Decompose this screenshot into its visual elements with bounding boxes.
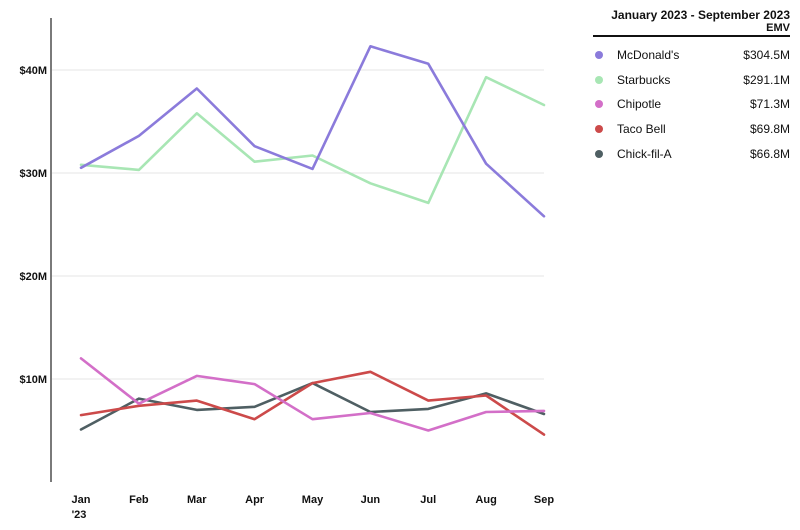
x-tick-label: Apr [245,494,265,506]
legend-swatch-taco-bell [595,125,603,134]
y-tick-label: $20M [19,271,47,283]
legend-total: $69.8M [749,122,790,137]
series-line-starbucks [79,75,546,205]
legend-entry-chipotle[interactable]: Chipotle $71.3M [593,92,790,117]
legend-total: $71.3M [749,97,790,112]
x-tick-label: Mar [187,494,207,506]
y-tick-label: $40M [19,65,47,77]
legend: January 2023 - September 2023 EMV McDona… [593,8,790,166]
legend-swatch-chipotle [595,100,603,109]
x-tick-label: Jun [361,494,381,506]
series-line-chipotle [79,357,546,432]
legend-entry-mcdonalds[interactable]: McDonald's $304.5M [593,43,790,68]
legend-entry-chick-fil-a[interactable]: Chick-fil-A $66.8M [593,141,790,166]
x-tick-label: Aug [475,494,496,506]
x-tick-label: Feb [129,494,149,506]
legend-name: McDonald's [617,48,680,63]
legend-divider [593,35,790,37]
x-tick-label: May [302,494,324,506]
legend-entry-starbucks[interactable]: Starbucks $291.1M [593,68,790,93]
legend-total: $66.8M [749,146,790,161]
gridlines [52,69,544,380]
legend-swatch-starbucks [595,75,603,84]
y-tick-label: $10M [19,374,47,386]
legend-entries: McDonald's $304.5M Starbucks $291.1M Chi… [593,43,790,166]
y-tick-label: $30M [19,168,47,180]
series-line-taco-bell [79,370,546,436]
y-axis-ticks: $10M $20M $30M $40M [19,65,47,386]
legend-total: $291.1M [743,72,790,87]
legend-title: January 2023 - September 2023 [611,8,790,22]
legend-name: Taco Bell [617,122,666,137]
legend-entry-taco-bell[interactable]: Taco Bell $69.8M [593,117,790,142]
legend-total: $304.5M [743,48,790,63]
legend-name: Chipotle [617,97,662,112]
x-tick-label: Sep [534,494,554,506]
x-tick-label: Jan '23 [72,494,91,521]
legend-name: Chick-fil-A [617,146,672,161]
series-lines [79,44,546,436]
legend-swatch-mcdonalds [595,51,603,60]
legend-subtitle: EMV [766,22,790,34]
legend-swatch-chick-fil-a [595,149,603,158]
x-tick-label: Jul [420,494,436,506]
series-line-mcdonald-s [79,44,546,218]
x-axis-ticks: Jan '23 Feb Mar Apr May Jun Jul Aug Sep [72,494,555,521]
legend-name: Starbucks [617,72,671,87]
series-line-chick-fil-a [79,381,546,431]
